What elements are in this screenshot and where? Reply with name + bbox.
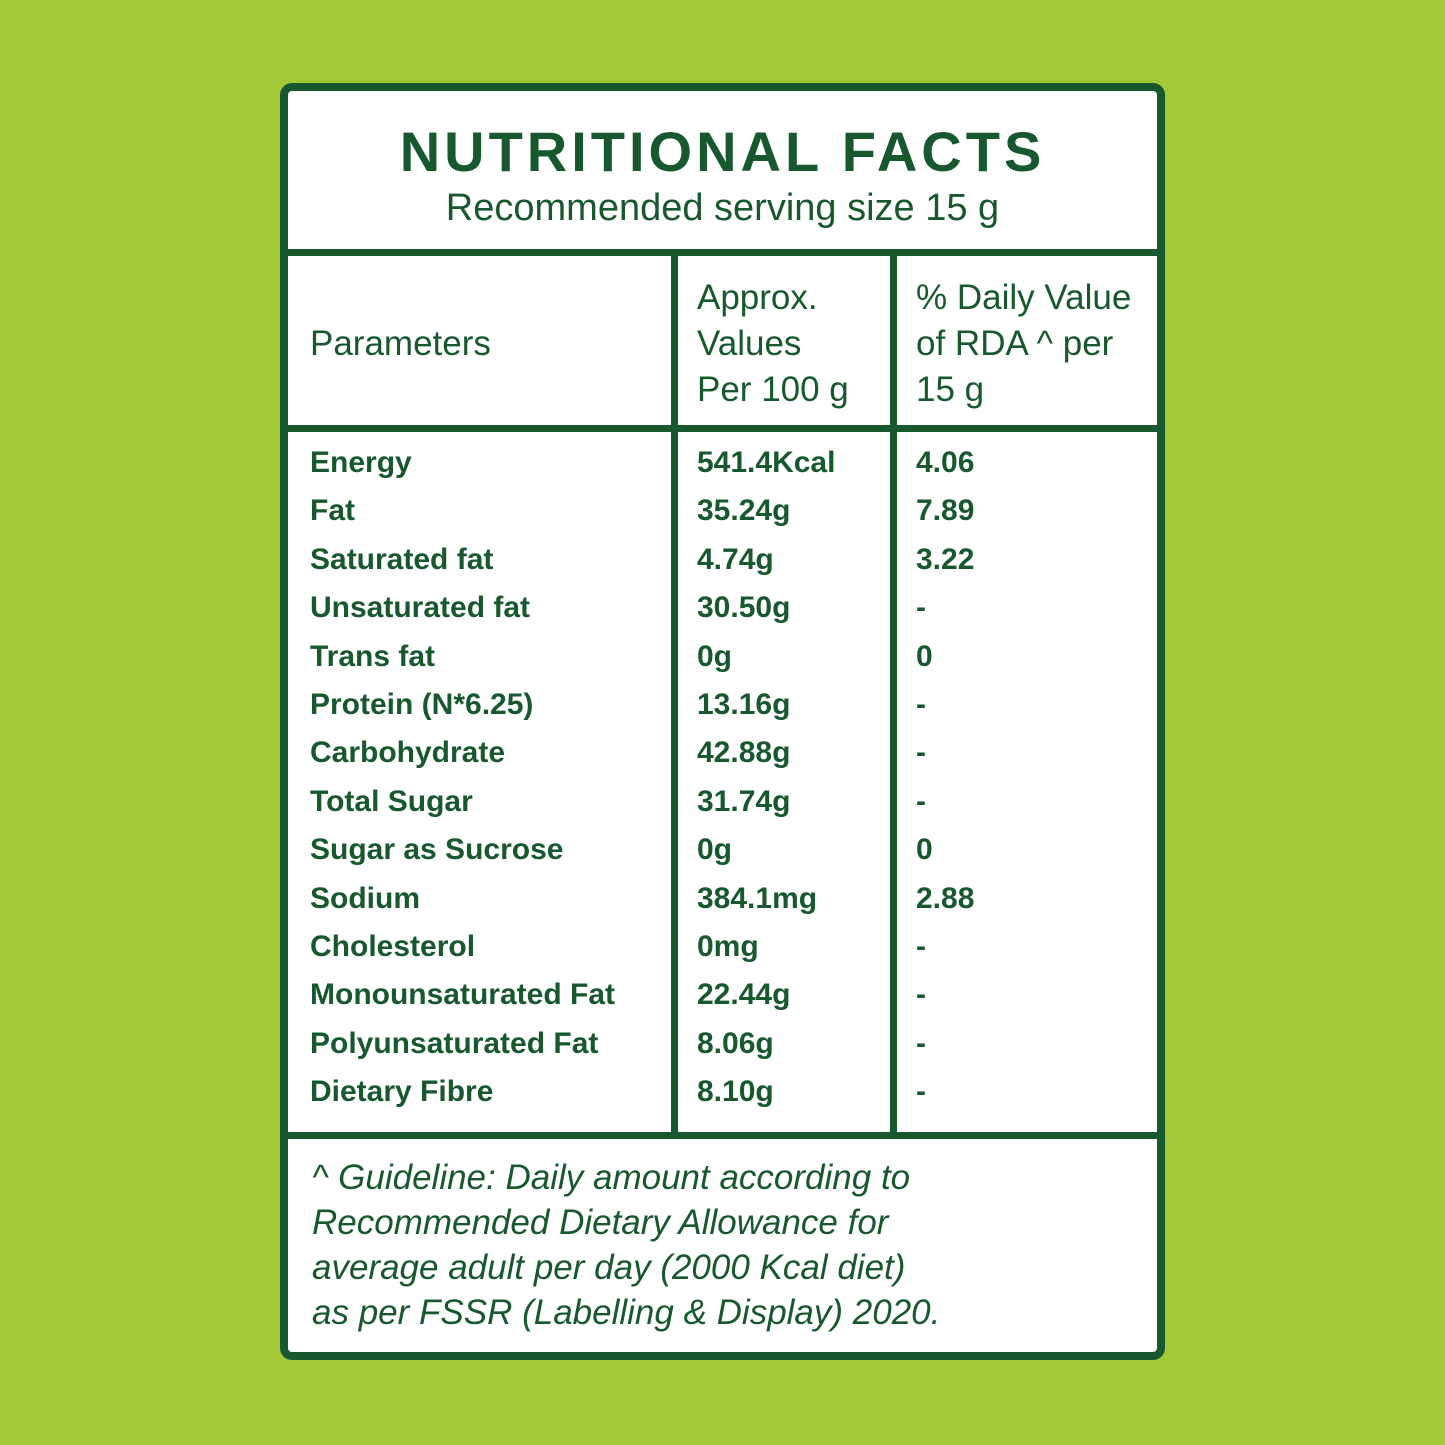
table-cell: Sodium: [310, 881, 420, 915]
table-cell: 8.10g: [697, 1075, 774, 1109]
column-divider: [890, 256, 897, 1132]
table-cell: 0g: [697, 639, 733, 673]
table-cell: Trans fat: [310, 639, 436, 673]
table-cell: -: [916, 1026, 926, 1060]
table-cell: Total Sugar: [310, 784, 473, 818]
table-cell: 0: [916, 833, 933, 867]
table-cell: -: [916, 978, 926, 1012]
nutrition-card: NUTRITIONAL FACTS Recommended serving si…: [280, 83, 1165, 1360]
column-divider: [671, 256, 678, 1132]
table-cell: 7.89: [916, 494, 975, 528]
table-cell: 22.44g: [697, 978, 791, 1012]
table-cell: -: [916, 784, 926, 818]
column-header: % Daily Value: [916, 278, 1132, 317]
table-cell: 4.74g: [697, 542, 774, 576]
table-cell: Protein (N*6.25): [310, 688, 534, 721]
column-header: Values: [697, 324, 802, 363]
table-cell: 31.74g: [697, 784, 791, 818]
column-header: Parameters: [310, 324, 491, 363]
table-cell: 8.06g: [697, 1026, 774, 1060]
table-cell: 0g: [697, 833, 733, 867]
table-cell: -: [916, 688, 926, 721]
footnote-line: average adult per day (2000 Kcal diet): [312, 1248, 906, 1287]
table-cell: 2.88: [916, 881, 975, 915]
table-cell: Carbohydrate: [310, 736, 506, 770]
table-cell: 3.22: [916, 542, 975, 576]
table-cell: 0mg: [697, 930, 759, 963]
subtitle: Recommended serving size 15 g: [445, 187, 1000, 229]
table-cell: 384.1mg: [697, 881, 818, 915]
table-cell: 42.88g: [697, 736, 791, 770]
table-cell: Polyunsaturated Fat: [310, 1026, 599, 1060]
footnote-line: Recommended Dietary Allowance for: [312, 1203, 889, 1242]
table-cell: 35.24g: [697, 494, 791, 528]
table-cell: 0: [916, 639, 933, 673]
table-cell: Unsaturated fat: [310, 591, 531, 625]
divider: [288, 249, 1157, 256]
table-cell: Saturated fat: [310, 542, 494, 576]
table-cell: -: [916, 1075, 926, 1109]
table-cell: Monounsaturated Fat: [310, 978, 615, 1012]
table-cell: Sugar as Sucrose: [310, 833, 564, 867]
table-cell: 4.06: [916, 446, 975, 479]
table-cell: Cholesterol: [310, 930, 476, 963]
table-cell: 541.4Kcal: [697, 446, 836, 479]
footnote-line: ^ Guideline: Daily amount according to: [312, 1158, 911, 1197]
table-cell: -: [916, 591, 926, 625]
column-header: 15 g: [916, 370, 985, 409]
table-cell: -: [916, 930, 926, 963]
divider: [288, 425, 1157, 432]
column-header: Approx.: [697, 278, 818, 317]
table-cell: Fat: [310, 494, 355, 528]
table-cell: Dietary Fibre: [310, 1075, 494, 1109]
column-header: Per 100 g: [697, 370, 849, 409]
footnote-line: as per FSSR (Labelling & Display) 2020.: [312, 1293, 941, 1332]
table-cell: Energy: [310, 446, 412, 479]
title: NUTRITIONAL FACTS: [399, 120, 1046, 183]
table-cell: 13.16g: [697, 688, 791, 721]
column-header: of RDA ^ per: [916, 324, 1114, 363]
divider: [288, 1132, 1157, 1139]
table-cell: 30.50g: [697, 591, 791, 625]
table-cell: -: [916, 736, 926, 770]
